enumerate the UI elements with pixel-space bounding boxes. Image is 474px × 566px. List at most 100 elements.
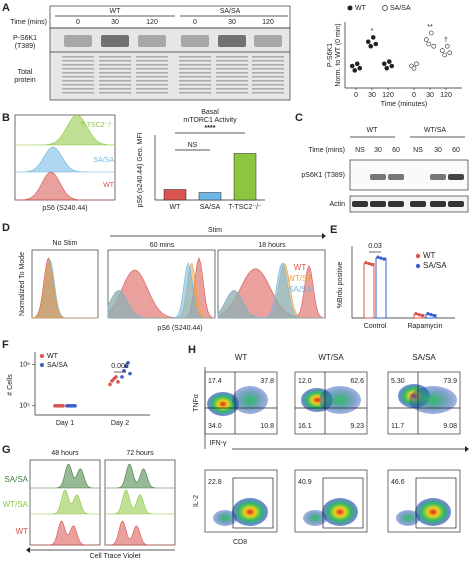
band — [216, 64, 248, 66]
label: Total — [18, 69, 33, 76]
axis-label: TNFα — [193, 394, 200, 412]
density — [232, 498, 268, 526]
density — [207, 392, 239, 416]
band — [252, 92, 284, 94]
panel-label: B — [2, 112, 10, 124]
dot — [354, 61, 360, 67]
column-header: WT/SA — [318, 353, 344, 362]
band — [62, 68, 94, 70]
legend-label: WT — [355, 5, 367, 12]
dot — [370, 263, 374, 267]
dot — [426, 41, 432, 47]
axis-label: %Brdu positive — [337, 262, 344, 309]
arrowhead — [465, 446, 469, 452]
band — [216, 80, 248, 82]
density — [232, 386, 268, 414]
legend-marker — [415, 263, 421, 269]
band — [181, 35, 209, 47]
x-axis-label: pS6 (S240.44) — [157, 325, 202, 332]
histogram — [107, 257, 216, 319]
band — [136, 72, 168, 74]
band — [252, 88, 284, 90]
gate — [415, 477, 457, 529]
dot — [428, 30, 434, 36]
dot — [352, 68, 358, 73]
bar — [375, 257, 387, 319]
band — [62, 84, 94, 86]
band — [218, 35, 246, 47]
band — [179, 60, 211, 62]
time-label: 120 — [146, 19, 158, 26]
histogram — [14, 146, 115, 173]
density — [303, 510, 327, 526]
legend-label: SA/SA — [47, 362, 68, 369]
label: Actin — [329, 201, 345, 208]
gate — [232, 477, 274, 529]
dot — [116, 380, 120, 384]
blot — [349, 195, 469, 213]
dot — [381, 61, 387, 67]
dot — [128, 371, 132, 376]
dot — [432, 314, 436, 318]
band — [216, 88, 248, 90]
density — [396, 510, 420, 526]
dot — [439, 48, 445, 53]
panel-label: H — [188, 344, 196, 356]
band — [179, 56, 211, 58]
label: 48 hours — [51, 450, 79, 457]
time-label: 0 — [76, 19, 80, 26]
band — [138, 35, 166, 47]
band — [99, 64, 131, 66]
histogram — [15, 114, 116, 146]
band — [136, 56, 168, 58]
legend-label: SA/SA — [288, 285, 312, 294]
band — [216, 68, 248, 70]
histogram — [31, 261, 98, 319]
band — [179, 68, 211, 70]
group-label: WT — [110, 8, 122, 15]
dot — [389, 63, 395, 69]
density — [409, 386, 457, 414]
time-label: 30 — [374, 147, 382, 154]
x-tick-label: SA/SA — [200, 204, 221, 211]
label: 62.6 — [350, 378, 364, 385]
annotation: † — [444, 37, 448, 44]
band — [252, 76, 284, 78]
dot — [364, 261, 368, 265]
band — [448, 174, 464, 180]
label: Time (mins) — [10, 19, 47, 26]
dot — [382, 257, 386, 261]
group-label: SA/SA — [220, 8, 241, 15]
band — [352, 201, 368, 207]
dot — [376, 255, 380, 259]
dot — [429, 313, 433, 317]
x-axis-label: pS6 (S240.44) — [42, 205, 87, 212]
band — [252, 64, 284, 66]
legend-marker — [382, 5, 388, 11]
label: 72 hours — [126, 450, 154, 457]
x-tick-label: 30 — [426, 92, 434, 99]
p-value: 0.03 — [368, 243, 382, 250]
x-tick-label: Control — [364, 323, 387, 330]
dot — [384, 65, 390, 71]
label: 22.8 — [208, 479, 222, 486]
legend-marker — [415, 253, 421, 259]
time-label: 60 — [452, 147, 460, 154]
band — [136, 60, 168, 62]
histogram — [217, 262, 325, 319]
label: 16.1 — [298, 423, 312, 430]
band — [410, 201, 426, 207]
x-tick-label: 30 — [368, 92, 376, 99]
label: protein — [14, 77, 36, 84]
x-tick-label: T-TSC2⁻/⁻ — [228, 204, 262, 211]
dot — [120, 375, 124, 379]
label: 73.9 — [443, 378, 457, 385]
label: (T389) — [15, 43, 36, 50]
axis-label: IL-2 — [193, 495, 200, 507]
band — [136, 84, 168, 86]
column-header: WT — [235, 353, 248, 362]
bar — [363, 263, 375, 319]
legend-label: SA/SA — [390, 5, 411, 12]
x-tick-label: 120 — [382, 92, 394, 99]
